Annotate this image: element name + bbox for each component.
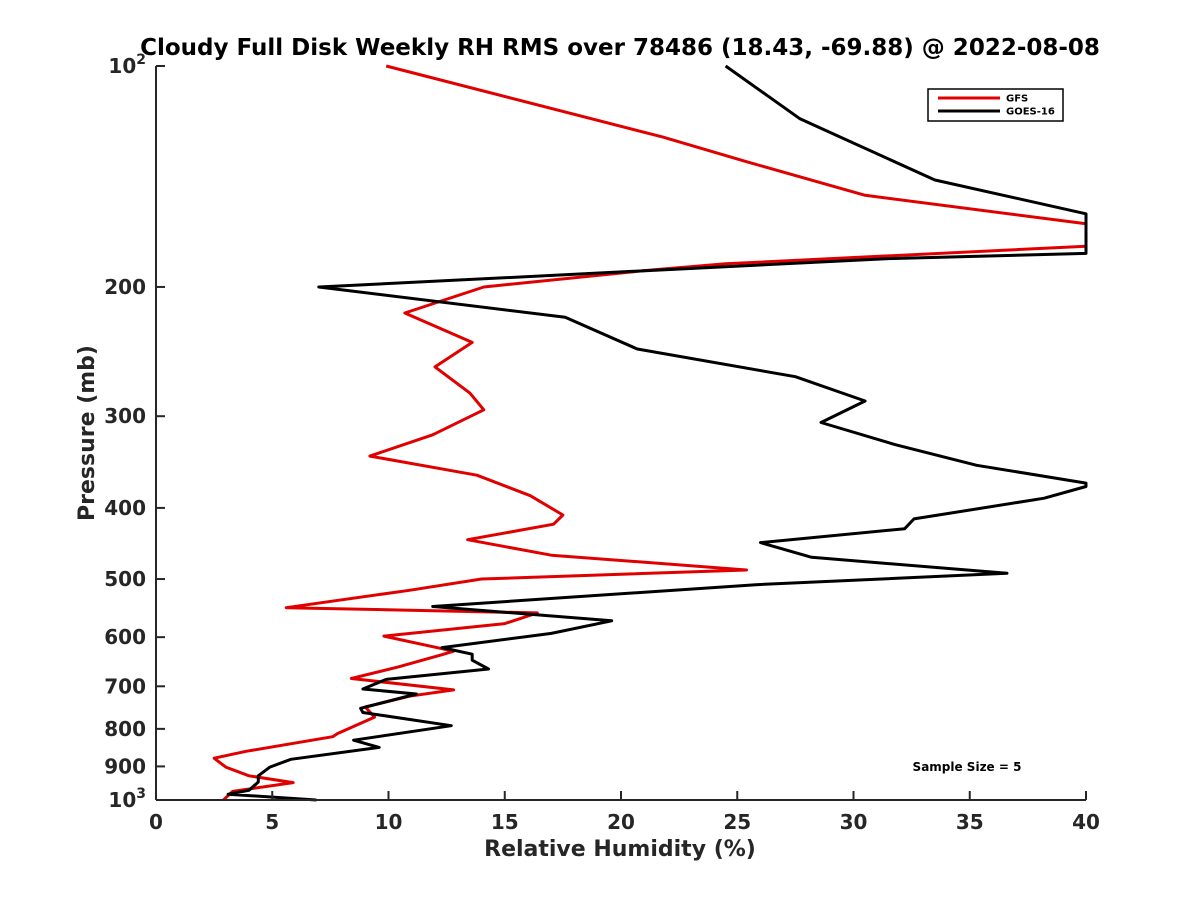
x-tick-label: 25 [723,810,751,834]
x-tick-label: 30 [840,810,868,834]
sample-size-annotation: Sample Size = 5 [913,760,1022,774]
y-tick-label: 800 [104,717,146,741]
x-tick-label: 35 [956,810,984,834]
x-axis-label: Relative Humidity (%) [484,837,756,862]
y-tick-label: 200 [104,275,146,299]
series-line-gfs [212,64,1088,802]
series-group [212,64,1088,802]
legend-label-gfs: GFS [1006,94,1028,105]
x-tick-label: 15 [491,810,519,834]
y-tick-label: 102 [108,52,146,78]
legend-label-goes-16: GOES-16 [1006,107,1055,118]
y-tick-label: 300 [104,404,146,428]
x-tick-label: 5 [265,810,279,834]
series-line-goes-16 [226,64,1088,802]
x-tick-label: 10 [375,810,403,834]
x-tick-label: 40 [1072,810,1100,834]
legend: GFS GOES-16 [927,88,1064,122]
y-tick-label: 103 [108,786,146,812]
y-axis-label: Pressure (mb) [75,345,100,521]
x-tick-label: 20 [607,810,635,834]
y-tick-label: 900 [104,754,146,778]
y-tick-label: 400 [104,496,146,520]
y-tick-label: 700 [104,674,146,698]
axes-group: 0 5 10 15 20 25 30 35 40 102 200 300 400 500 600 700 800… [104,52,1100,834]
y-tick-label: 600 [104,625,146,649]
y-tick-label: 500 [104,567,146,591]
chart-title: Cloudy Full Disk Weekly RH RMS over 7848… [140,35,1100,61]
x-tick-label: 0 [149,810,163,834]
legend-box [927,88,1064,122]
